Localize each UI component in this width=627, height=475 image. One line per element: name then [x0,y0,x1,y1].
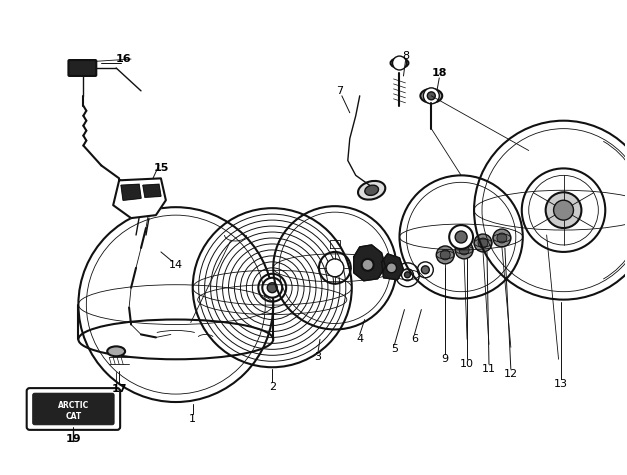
Circle shape [362,259,374,271]
Text: 2: 2 [269,382,276,392]
Text: 17: 17 [112,384,127,394]
Text: ARCTIC: ARCTIC [58,400,89,409]
Circle shape [440,250,450,260]
Circle shape [554,200,574,220]
Circle shape [478,238,488,248]
Text: 13: 13 [554,379,567,389]
Circle shape [493,229,511,247]
Ellipse shape [107,346,125,356]
Circle shape [449,225,473,249]
Circle shape [393,56,406,70]
Text: 14: 14 [169,260,183,270]
Text: 15: 15 [153,163,169,173]
Circle shape [421,266,429,274]
Text: 11: 11 [482,364,496,374]
Text: 6: 6 [411,334,418,344]
Circle shape [267,283,277,293]
Text: 3: 3 [315,352,322,362]
Text: CAT: CAT [65,412,82,421]
Polygon shape [113,178,166,218]
Circle shape [474,234,492,252]
Circle shape [401,269,413,281]
Polygon shape [330,240,340,248]
Text: 9: 9 [441,354,449,364]
Circle shape [404,272,411,278]
Text: 4: 4 [356,334,363,344]
Text: 10: 10 [460,359,474,369]
Polygon shape [382,254,403,280]
Circle shape [423,88,440,104]
Circle shape [459,245,469,255]
Text: 16: 16 [115,54,131,64]
Text: 1: 1 [189,414,196,424]
Ellipse shape [391,58,408,68]
Circle shape [545,192,581,228]
Ellipse shape [358,181,386,200]
Polygon shape [354,245,386,281]
Polygon shape [143,184,161,197]
Text: 12: 12 [503,369,518,379]
Text: 18: 18 [431,68,447,78]
Text: 7: 7 [336,86,344,96]
FancyBboxPatch shape [33,393,114,425]
Polygon shape [121,184,141,200]
Circle shape [428,92,435,100]
Circle shape [262,278,282,298]
Circle shape [436,246,454,264]
Text: 5: 5 [391,344,398,354]
Ellipse shape [365,185,379,195]
Ellipse shape [420,89,442,103]
Circle shape [455,241,473,259]
Circle shape [387,263,396,273]
Text: 19: 19 [66,434,82,444]
Circle shape [326,259,344,277]
Circle shape [455,231,467,243]
FancyBboxPatch shape [68,60,97,76]
FancyBboxPatch shape [27,388,120,430]
Text: 8: 8 [402,51,409,61]
Circle shape [497,233,507,243]
